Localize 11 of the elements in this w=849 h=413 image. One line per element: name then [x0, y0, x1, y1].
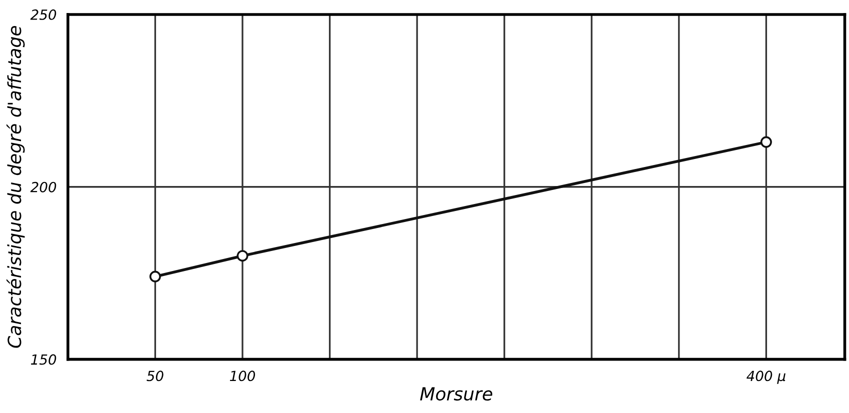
x-tick-label: 50	[146, 370, 164, 382]
y-axis-title: Caractéristique du degré d'affutage	[6, 26, 25, 348]
point	[149, 270, 161, 282]
point	[760, 136, 772, 148]
y-tick-label: 200	[30, 182, 56, 192]
y-tick-label: 250	[30, 9, 56, 20]
x-axis-title: Morsure	[420, 387, 492, 401]
point	[236, 250, 248, 262]
y-tick-label: 150	[30, 354, 56, 365]
x-tick-label: 100	[230, 370, 256, 382]
x-tick-label: 400 μ	[746, 370, 786, 384]
